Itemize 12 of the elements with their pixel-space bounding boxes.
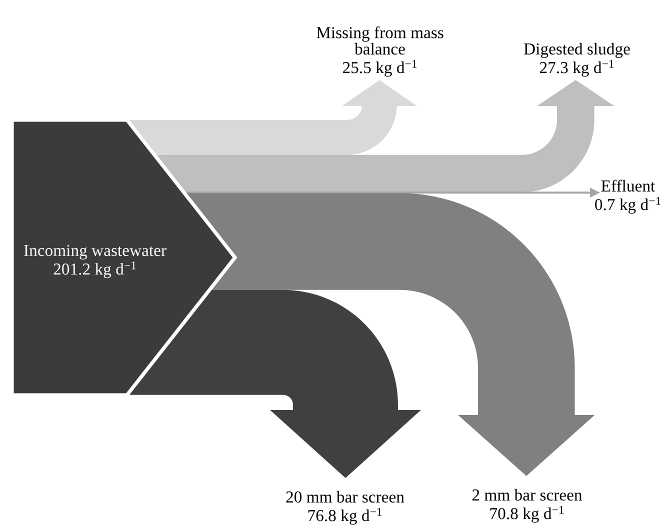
data-label: 70.8 kg d$^{−1}$ [490,506,564,523]
category-label: 20 mm bar screen [286,490,404,503]
data-label: 25.5 kg d$^{−1}$ [342,60,417,77]
category-label: Incoming wastewater [24,244,166,260]
data-label: 27.3 kg d$^{−1}$ [540,60,614,77]
data-label: 76.8 kg d$^{−1}$ [308,508,382,525]
category-label: 2 mm bar screen [472,488,582,501]
category-label: Missing from mass balance [316,26,444,55]
data-label: 0.7 kg d$^{−1}$ [595,197,660,214]
category-label: Digested sludge [524,42,630,58]
category-label: Effluent [601,180,656,192]
data-label: 201.2 kg d$^{−1}$ [54,262,136,278]
